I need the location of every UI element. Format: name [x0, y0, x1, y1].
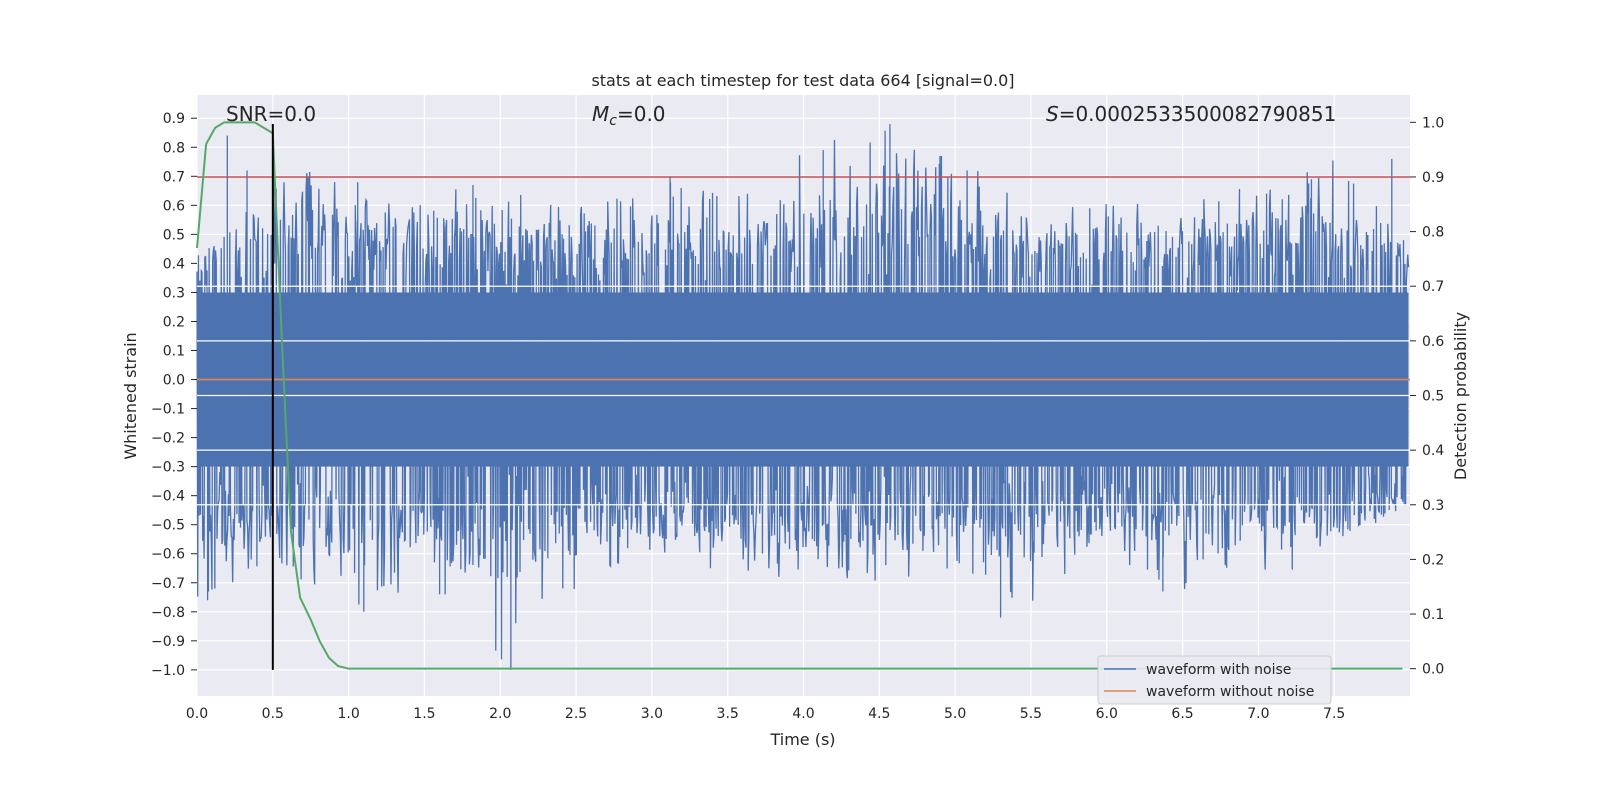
y2-tick-label: 0.4 [1422, 443, 1444, 459]
x-tick-label: 5.5 [1020, 706, 1042, 722]
y2-tick-label: 0.3 [1422, 498, 1444, 514]
y-tick-label: 0.4 [163, 256, 185, 272]
x-tick-label: 7.5 [1323, 706, 1345, 722]
x-tick-label: 2.5 [565, 706, 587, 722]
y-tick-label: −0.7 [151, 576, 185, 592]
x-tick-label: 1.0 [337, 706, 359, 722]
y2-tick-label: 0.5 [1422, 389, 1444, 405]
y-tick-label: 0.1 [163, 343, 185, 359]
y-tick-label: −0.9 [151, 634, 185, 650]
x-tick-label: 3.5 [717, 706, 739, 722]
s-annotation: S=0.0002533500082790851 [1046, 102, 1336, 126]
y-tick-label: 0.5 [163, 227, 185, 243]
x-tick-label: 1.5 [413, 706, 435, 722]
x-tick-label: 0.5 [262, 706, 284, 722]
s-symbol: S [1046, 102, 1059, 126]
snr-annotation: SNR=0.0 [226, 102, 316, 126]
y2-tick-label: 0.9 [1422, 170, 1444, 186]
y-axis-label: Whitened strain [121, 332, 140, 459]
x-tick-label: 0.0 [186, 706, 208, 722]
y-tick-label: 0.6 [163, 198, 185, 214]
x-tick-label: 6.0 [1096, 706, 1118, 722]
y-tick-label: 0.0 [163, 373, 185, 389]
lines-layer [196, 121, 1410, 670]
y2-axis-label: Detection probability [1451, 312, 1470, 480]
y-tick-label: −0.5 [151, 518, 185, 534]
series-waveform-with-noise [196, 124, 1410, 670]
y-tick-label: 0.7 [163, 169, 185, 185]
x-tick-label: 2.0 [489, 706, 511, 722]
y2-tick-label: 1.0 [1422, 115, 1444, 131]
y2-tick-label: 0.7 [1422, 279, 1444, 295]
chirp-mass-annotation: Mc=0.0 [592, 102, 666, 129]
y-tick-label: −0.8 [151, 605, 185, 621]
x-tick-label: 6.5 [1171, 706, 1193, 722]
y2-tick-label: 0.0 [1422, 662, 1444, 678]
x-tick-label: 4.0 [792, 706, 814, 722]
chart-title: stats at each timestep for test data 664… [591, 71, 1014, 90]
y2-tick-label: 0.6 [1422, 334, 1444, 350]
mc-value: =0.0 [617, 102, 666, 126]
legend: waveform with noise waveform without noi… [1097, 655, 1332, 705]
legend-entry-clean: waveform without noise [1146, 684, 1314, 700]
mc-symbol: M [592, 102, 609, 126]
legend-entry-noise: waveform with noise [1146, 662, 1291, 678]
y-tick-label: −0.4 [151, 489, 185, 505]
y-tick-label: 0.8 [163, 140, 185, 156]
x-tick-label: 3.0 [641, 706, 663, 722]
y2-tick-label: 0.2 [1422, 552, 1444, 568]
legend-box [1097, 655, 1332, 705]
mc-subscript: c [609, 113, 617, 129]
x-tick-label: 5.0 [944, 706, 966, 722]
y-tick-label: −0.6 [151, 547, 185, 563]
y-tick-label: 0.3 [163, 285, 185, 301]
x-axis-label: Time (s) [769, 730, 835, 749]
y2-tick-label: 0.8 [1422, 225, 1444, 241]
x-tick-label: 7.0 [1247, 706, 1269, 722]
y2-tick-label: 0.1 [1422, 607, 1444, 623]
y-tick-label: −0.1 [151, 402, 185, 418]
y-tick-label: −0.2 [151, 431, 185, 447]
y-tick-label: 0.9 [163, 111, 185, 127]
ticks-layer: 0.0 0.5 1.0 1.5 2.0 2.5 3.0 3.5 4.0 4.5 5.0 5.5 6.0 6… [151, 111, 1444, 722]
s-value: =0.0002533500082790851 [1059, 102, 1337, 126]
x-tick-label: 4.5 [868, 706, 890, 722]
y-tick-label: 0.2 [163, 314, 185, 330]
y-tick-label: −1.0 [151, 663, 185, 679]
y-tick-label: −0.3 [151, 460, 185, 476]
series-detection-probability [196, 121, 1403, 670]
